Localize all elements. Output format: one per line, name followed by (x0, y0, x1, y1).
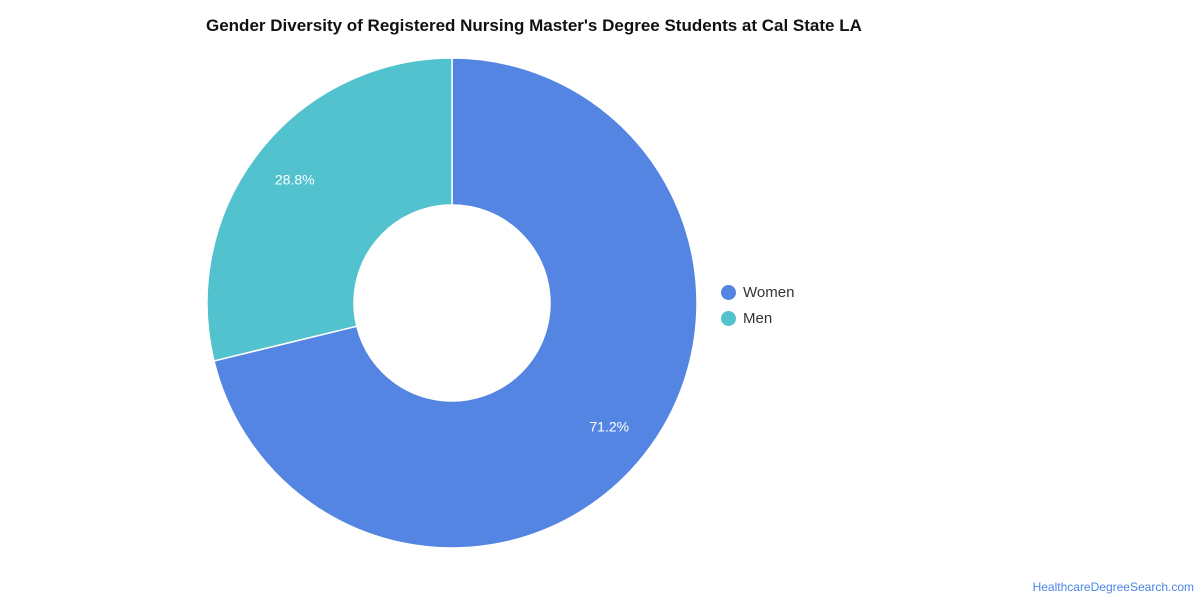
slice-men[interactable] (206, 57, 453, 362)
chart-title: Gender Diversity of Registered Nursing M… (206, 16, 862, 35)
legend-swatch-men (721, 310, 736, 326)
slice-label-women: 71.2% (589, 419, 629, 435)
slice-label-men: 28.8% (275, 171, 315, 187)
legend-item-women[interactable]: Women (721, 279, 794, 305)
slice-women[interactable] (213, 57, 698, 549)
legend: Women Men (721, 279, 794, 331)
legend-item-men[interactable]: Men (721, 305, 794, 331)
legend-label-women: Women (743, 283, 795, 301)
legend-label-men: Men (743, 309, 773, 327)
source-link[interactable]: HealthcareDegreeSearch.com (1032, 580, 1194, 594)
legend-swatch-women (721, 284, 736, 300)
